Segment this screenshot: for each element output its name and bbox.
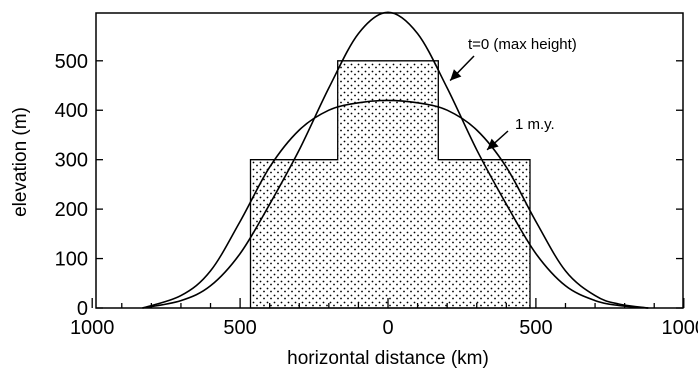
- x-tick-label: 1000: [70, 317, 115, 339]
- y-tick-label: 400: [55, 100, 88, 122]
- annotation-layer: t=0 (max height) 1 m.y.: [449, 36, 577, 151]
- plot-frame: [95, 12, 684, 309]
- y-tick-label: 100: [55, 249, 88, 271]
- annotation-max-height-arrow: [449, 55, 475, 82]
- x-tick-label: 500: [519, 317, 552, 339]
- y-tick-label: 200: [55, 199, 88, 221]
- x-tick-label: 500: [223, 317, 256, 339]
- annotation-max-height-label: t=0 (max height): [468, 36, 577, 53]
- curve-1-my: [142, 99, 649, 309]
- curve-t0-max-height: [142, 11, 649, 309]
- initial-block: [249, 60, 531, 309]
- x-axis-title: horizontal distance (km): [287, 348, 489, 369]
- annotation-1my-label: 1 m.y.: [515, 116, 555, 133]
- y-axis-title: elevation (m): [10, 107, 31, 217]
- tick-label-layer: 0 100 200 300 400 500 1000 500 0 500 1000: [55, 51, 698, 339]
- arrow-head: [450, 69, 462, 81]
- arrow-head: [487, 138, 499, 150]
- tick-layer: [91, 60, 685, 309]
- x-tick-label: 1000: [662, 317, 698, 339]
- annotation-1my-arrow: [486, 130, 509, 151]
- initial-block-layer: [249, 60, 531, 309]
- y-tick-label: 0: [77, 298, 88, 320]
- curve-layer: [142, 11, 649, 309]
- y-tick-label: 300: [55, 150, 88, 172]
- y-tick-label: 500: [55, 51, 88, 73]
- x-tick-label: 0: [382, 317, 393, 339]
